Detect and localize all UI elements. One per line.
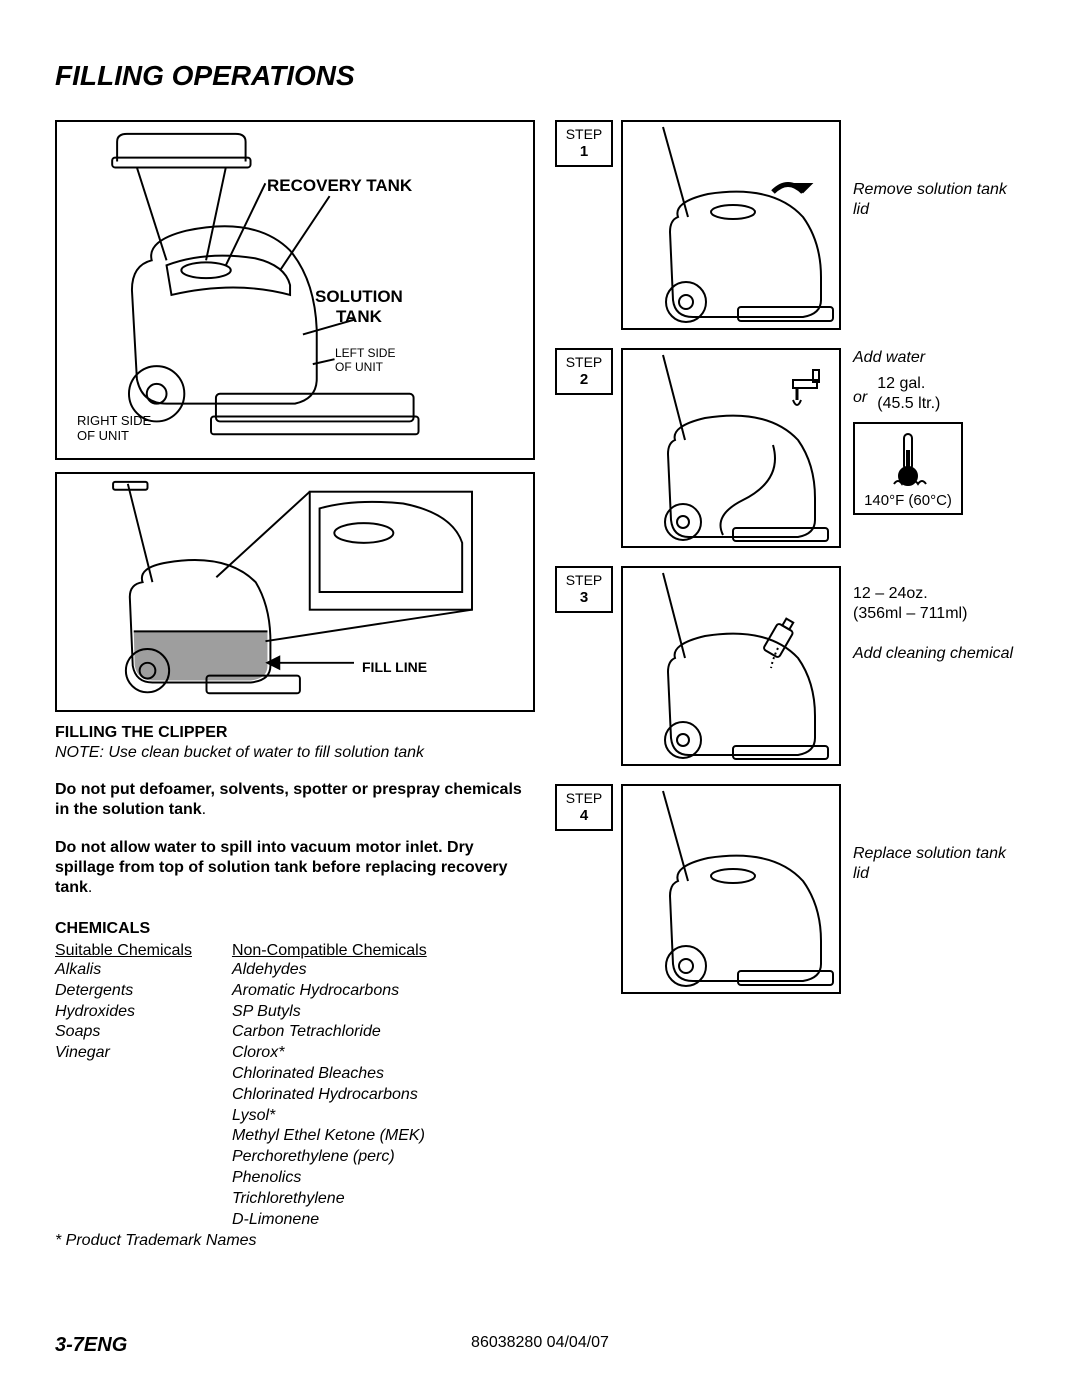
step-1-num: 1 bbox=[580, 143, 588, 160]
chem-item: SP Butyls bbox=[232, 1002, 427, 1023]
warning-1: Do not put defoamer, solvents, spotter o… bbox=[55, 780, 535, 820]
label-left-l1: LEFT SIDE bbox=[335, 346, 395, 360]
step-3-svg bbox=[623, 568, 841, 766]
label-solution-tank: SOLUTION TANK bbox=[315, 287, 403, 326]
step-1-row: STEP 1 Remov bbox=[555, 120, 1025, 330]
chem-item: Methyl Ethel Ketone (MEK) bbox=[232, 1126, 427, 1147]
step-2-caption: Add water bbox=[853, 348, 1025, 368]
step-2-temp: 140°F (60°C) bbox=[859, 492, 957, 511]
step-2-num: 2 bbox=[580, 371, 588, 388]
noncompat-list: AldehydesAromatic HydrocarbonsSP ButylsC… bbox=[232, 960, 427, 1230]
chem-item: Chlorinated Hydrocarbons bbox=[232, 1085, 427, 1106]
chem-item: Clorox* bbox=[232, 1043, 427, 1064]
warning-2: Do not allow water to spill into vacuum … bbox=[55, 838, 535, 898]
step-2-tag: STEP 2 bbox=[555, 348, 613, 395]
filling-note: NOTE: Use clean bucket of water to fill … bbox=[55, 744, 535, 762]
label-solution-l2: TANK bbox=[336, 307, 382, 326]
chem-item: Vinegar bbox=[55, 1043, 192, 1064]
filling-heading: FILLING THE CLIPPER bbox=[55, 724, 535, 742]
step-1-figure bbox=[621, 120, 841, 330]
step-word: STEP bbox=[566, 572, 603, 588]
diagram-fill-line: FILL LINE bbox=[55, 472, 535, 712]
step-4-svg bbox=[623, 786, 841, 994]
label-right-l2: OF UNIT bbox=[77, 428, 129, 443]
noncompat-column: Non-Compatible Chemicals AldehydesAromat… bbox=[232, 942, 427, 1230]
step-4-tag: STEP 4 bbox=[555, 784, 613, 831]
label-right-side: RIGHT SIDE OF UNIT bbox=[77, 414, 151, 444]
step-3-text: 12 – 24oz. (356ml – 711ml) Add cleaning … bbox=[853, 566, 1025, 664]
chem-item: Carbon Tetrachloride bbox=[232, 1022, 427, 1043]
step-3-figure bbox=[621, 566, 841, 766]
chem-item: Detergents bbox=[55, 981, 192, 1002]
label-recovery-tank: RECOVERY TANK bbox=[267, 176, 412, 196]
page-title: FILLING OPERATIONS bbox=[55, 60, 1025, 92]
step-1-caption: Remove solution tank lid bbox=[853, 180, 1025, 220]
chemicals-footnote: * Product Trademark Names bbox=[55, 1232, 535, 1250]
step-word: STEP bbox=[566, 354, 603, 370]
warning-1-text: Do not put defoamer, solvents, spotter o… bbox=[55, 781, 522, 818]
label-right-l1: RIGHT SIDE bbox=[77, 413, 151, 428]
chem-item: Alkalis bbox=[55, 960, 192, 981]
step-4-caption: Replace solution tank lid bbox=[853, 844, 1025, 884]
step-2-text: Add water or 12 gal. (45.5 ltr.) bbox=[853, 348, 1025, 515]
page-footer: 3-7ENG 86038280 04/04/07 bbox=[55, 1334, 1025, 1357]
left-column: RECOVERY TANK SOLUTION TANK LEFT SIDE OF… bbox=[55, 120, 535, 1250]
chem-item: Aldehydes bbox=[232, 960, 427, 981]
label-left-side: LEFT SIDE OF UNIT bbox=[335, 347, 395, 375]
chem-item: Hydroxides bbox=[55, 1002, 192, 1023]
suitable-column: Suitable Chemicals AlkalisDetergentsHydr… bbox=[55, 942, 192, 1230]
step-4-figure bbox=[621, 784, 841, 994]
content-area: RECOVERY TANK SOLUTION TANK LEFT SIDE OF… bbox=[55, 120, 1025, 1250]
step-2-row: STEP 2 bbox=[555, 348, 1025, 548]
suitable-list: AlkalisDetergentsHydroxidesSoapsVinegar bbox=[55, 960, 192, 1064]
chem-item: Trichlorethylene bbox=[232, 1189, 427, 1210]
step-3-num: 3 bbox=[580, 589, 588, 606]
warning-2-text: Do not allow water to spill into vacuum … bbox=[55, 839, 508, 896]
suitable-heading: Suitable Chemicals bbox=[55, 942, 192, 960]
step-3-amount2: (356ml – 711ml) bbox=[853, 604, 1025, 624]
step-4-num: 4 bbox=[580, 807, 588, 824]
label-left-l2: OF UNIT bbox=[335, 360, 383, 374]
step-3-row: STEP 3 bbox=[555, 566, 1025, 766]
step-2-svg bbox=[623, 350, 841, 548]
chem-item: Phenolics bbox=[232, 1168, 427, 1189]
step-2-amount: 12 gal. bbox=[877, 374, 940, 394]
thermometer-box: 140°F (60°C) bbox=[853, 422, 963, 515]
step-word: STEP bbox=[566, 126, 603, 142]
noncompat-heading: Non-Compatible Chemicals bbox=[232, 942, 427, 960]
machine-illustration-2 bbox=[57, 474, 533, 710]
right-column: STEP 1 Remov bbox=[555, 120, 1025, 1250]
step-3-tag: STEP 3 bbox=[555, 566, 613, 613]
step-4-row: STEP 4 Replace solution tank lid bbox=[555, 784, 1025, 994]
footer-doc-id: 86038280 04/04/07 bbox=[471, 1334, 609, 1352]
step-3-caption: Add cleaning chemical bbox=[853, 644, 1025, 664]
step-4-text: Replace solution tank lid bbox=[853, 784, 1025, 884]
chem-item: Aromatic Hydrocarbons bbox=[232, 981, 427, 1002]
footer-page-ref: 3-7ENG bbox=[55, 1334, 127, 1357]
step-2-or: or bbox=[853, 388, 867, 408]
step-3-amount: 12 – 24oz. bbox=[853, 584, 1025, 604]
thermometer-icon bbox=[888, 430, 928, 490]
step-1-text: Remove solution tank lid bbox=[853, 120, 1025, 220]
diagram-tanks: RECOVERY TANK SOLUTION TANK LEFT SIDE OF… bbox=[55, 120, 535, 460]
filling-section: FILLING THE CLIPPER NOTE: Use clean buck… bbox=[55, 724, 535, 898]
chem-item: Soaps bbox=[55, 1022, 192, 1043]
label-solution-l1: SOLUTION bbox=[315, 287, 403, 306]
chem-item: Chlorinated Bleaches bbox=[232, 1064, 427, 1085]
chem-item: D-Limonene bbox=[232, 1210, 427, 1231]
step-word: STEP bbox=[566, 790, 603, 806]
chemicals-heading: CHEMICALS bbox=[55, 920, 535, 938]
step-1-svg bbox=[623, 122, 841, 330]
step-1-tag: STEP 1 bbox=[555, 120, 613, 167]
chem-item: Lysol* bbox=[232, 1106, 427, 1127]
machine-illustration-1 bbox=[57, 122, 533, 458]
chemicals-section: CHEMICALS Suitable Chemicals AlkalisDete… bbox=[55, 920, 535, 1250]
step-2-figure bbox=[621, 348, 841, 548]
step-2-amount2: (45.5 ltr.) bbox=[877, 394, 940, 414]
chem-item: Perchorethylene (perc) bbox=[232, 1147, 427, 1168]
label-fill-line: FILL LINE bbox=[362, 659, 427, 675]
